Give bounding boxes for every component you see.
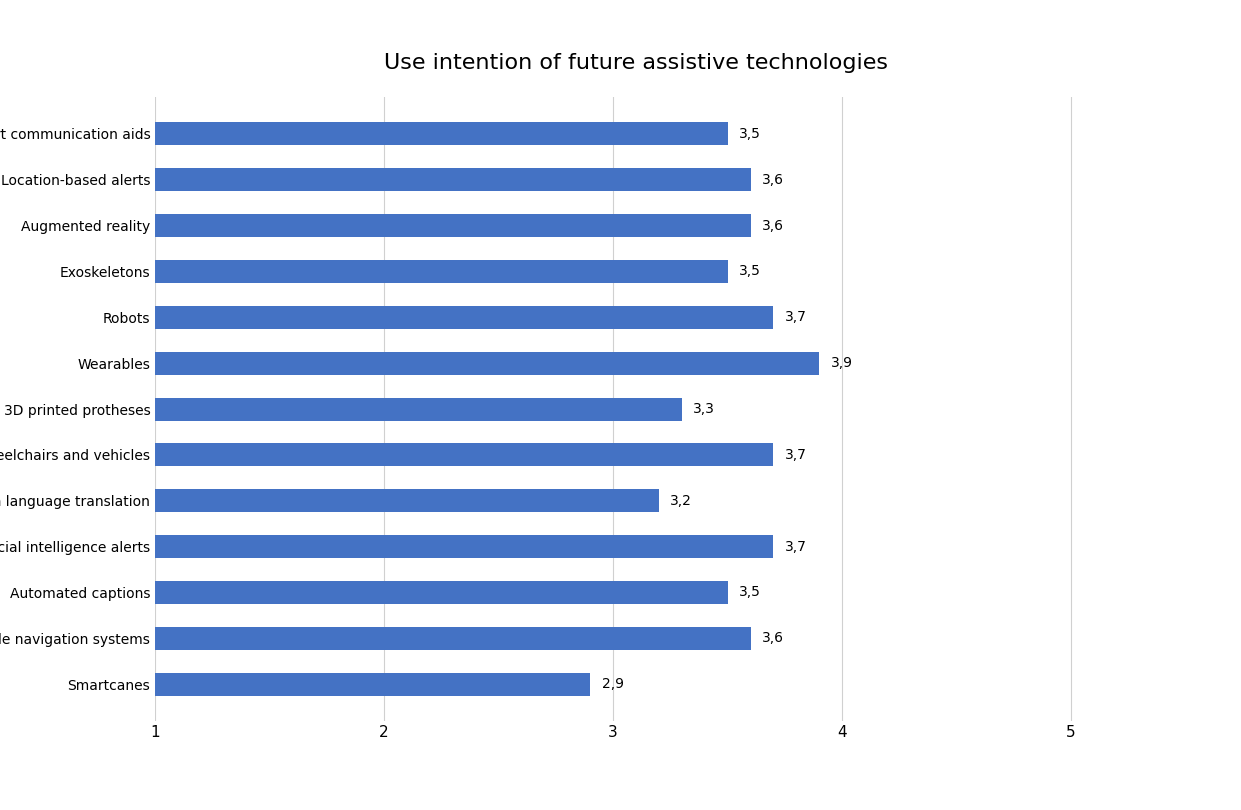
- Bar: [155, 627, 751, 650]
- Title: Use intention of future assistive technologies: Use intention of future assistive techno…: [383, 53, 889, 74]
- Text: 3,7: 3,7: [784, 448, 807, 462]
- Text: 3,2: 3,2: [670, 494, 692, 508]
- Bar: [155, 306, 773, 329]
- Bar: [155, 581, 727, 604]
- Text: 3,5: 3,5: [740, 127, 761, 141]
- Text: 3,3: 3,3: [694, 402, 715, 416]
- Bar: [155, 443, 773, 467]
- Text: 3,5: 3,5: [740, 265, 761, 279]
- Text: 3,5: 3,5: [740, 586, 761, 599]
- Bar: [155, 168, 751, 191]
- Bar: [155, 398, 681, 420]
- Text: 2,9: 2,9: [602, 677, 624, 691]
- Text: 3,7: 3,7: [784, 310, 807, 324]
- Text: 3,6: 3,6: [762, 173, 784, 187]
- Text: 3,6: 3,6: [762, 219, 784, 232]
- Bar: [155, 352, 819, 375]
- Bar: [155, 535, 773, 558]
- Bar: [155, 214, 751, 237]
- Bar: [155, 260, 727, 283]
- Text: 3,9: 3,9: [830, 356, 853, 370]
- Text: 3,6: 3,6: [762, 631, 784, 646]
- Text: 3,7: 3,7: [784, 539, 807, 553]
- Bar: [155, 122, 727, 145]
- Bar: [155, 673, 591, 696]
- Bar: [155, 489, 659, 512]
